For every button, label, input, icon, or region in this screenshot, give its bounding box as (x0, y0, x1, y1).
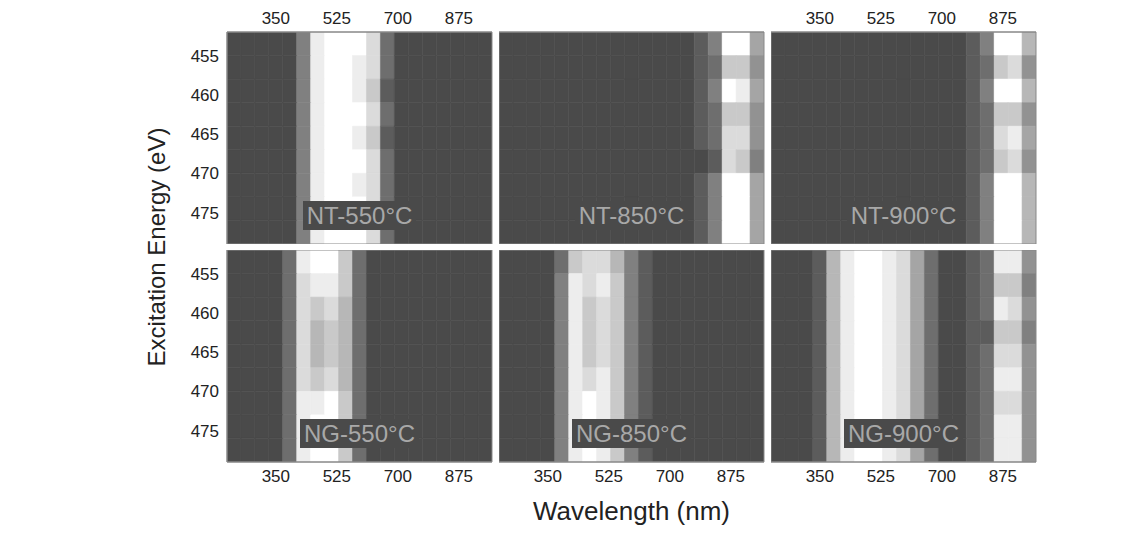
svg-text:470: 470 (191, 164, 219, 183)
svg-text:350: 350 (806, 9, 834, 28)
svg-text:875: 875 (989, 9, 1017, 28)
html-text:NG-550°C: NG-550°C (304, 420, 415, 447)
html-text:NT-550°C: NT-550°C (306, 202, 413, 229)
svg-text:700: 700 (384, 467, 412, 486)
svg-text:475: 475 (191, 204, 219, 223)
svg-text:700: 700 (384, 9, 412, 28)
svg-text:700: 700 (928, 9, 956, 28)
html-text:NG-850°C: NG-850°C (576, 420, 687, 447)
svg-text:525: 525 (323, 9, 351, 28)
svg-text:525: 525 (867, 467, 895, 486)
svg-text:875: 875 (445, 9, 473, 28)
svg-text:460: 460 (191, 304, 219, 323)
svg-text:455: 455 (191, 47, 219, 66)
html-text:Wavelength (nm): Wavelength (nm) (533, 496, 730, 526)
svg-text:350: 350 (806, 467, 834, 486)
svg-text:455: 455 (191, 265, 219, 284)
svg-text:525: 525 (595, 467, 623, 486)
html-text:Excitation Energy (eV): Excitation Energy (eV) (143, 127, 170, 367)
svg-text:465: 465 (191, 125, 219, 144)
svg-text:350: 350 (262, 467, 290, 486)
svg-text:700: 700 (656, 467, 684, 486)
svg-text:700: 700 (928, 467, 956, 486)
svg-text:875: 875 (989, 467, 1017, 486)
svg-text:465: 465 (191, 343, 219, 362)
svg-text:350: 350 (534, 467, 562, 486)
svg-text:875: 875 (717, 467, 745, 486)
svg-text:525: 525 (867, 9, 895, 28)
html-text:NT-900°C: NT-900°C (850, 202, 957, 229)
svg-text:525: 525 (323, 467, 351, 486)
svg-text:460: 460 (191, 86, 219, 105)
svg-text:470: 470 (191, 382, 219, 401)
svg-text:350: 350 (262, 9, 290, 28)
svg-text:475: 475 (191, 422, 219, 441)
html-text:NG-900°C: NG-900°C (848, 420, 959, 447)
html-text:NT-850°C: NT-850°C (578, 202, 685, 229)
svg-text:875: 875 (445, 467, 473, 486)
